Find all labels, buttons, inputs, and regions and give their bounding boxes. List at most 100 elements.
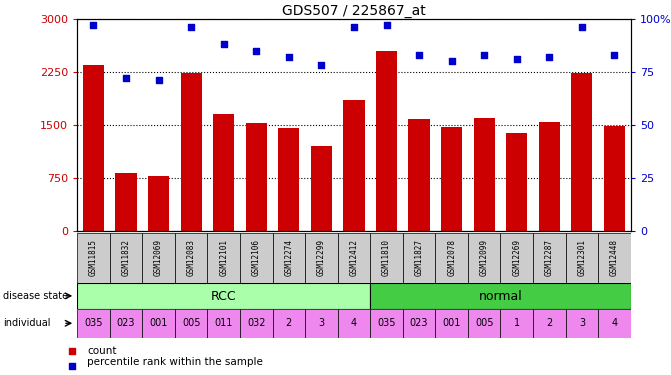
Bar xyxy=(598,232,631,283)
Bar xyxy=(207,309,240,338)
Point xyxy=(609,52,620,58)
Bar xyxy=(213,114,234,231)
Text: 1: 1 xyxy=(514,318,520,328)
Text: normal: normal xyxy=(478,290,522,303)
Bar xyxy=(533,232,566,283)
Bar xyxy=(506,133,527,231)
Text: GSM12274: GSM12274 xyxy=(285,239,293,276)
Text: individual: individual xyxy=(3,318,51,328)
Bar xyxy=(539,122,560,231)
Bar xyxy=(148,176,169,231)
Bar xyxy=(370,309,403,338)
Bar xyxy=(305,232,338,283)
Point xyxy=(381,22,392,28)
Bar xyxy=(468,309,501,338)
Bar xyxy=(344,100,364,231)
Point xyxy=(153,77,164,83)
Point xyxy=(316,62,327,68)
Text: disease state: disease state xyxy=(3,291,68,301)
Text: GSM11810: GSM11810 xyxy=(382,239,391,276)
Text: GSM12412: GSM12412 xyxy=(350,239,358,276)
Text: 4: 4 xyxy=(611,318,617,328)
Bar xyxy=(175,232,207,283)
Text: 005: 005 xyxy=(182,318,201,328)
Bar xyxy=(338,309,370,338)
Bar xyxy=(370,232,403,283)
Bar xyxy=(311,146,332,231)
Text: 023: 023 xyxy=(117,318,136,328)
Bar xyxy=(435,309,468,338)
Text: 3: 3 xyxy=(579,318,585,328)
Text: GSM12101: GSM12101 xyxy=(219,239,228,276)
Text: GSM11815: GSM11815 xyxy=(89,239,98,276)
Bar xyxy=(370,283,631,309)
Bar xyxy=(403,232,435,283)
Point xyxy=(414,52,425,58)
Text: 001: 001 xyxy=(442,318,461,328)
Point xyxy=(479,52,490,58)
Bar xyxy=(175,309,207,338)
Text: 011: 011 xyxy=(215,318,233,328)
Point xyxy=(186,24,197,30)
Text: RCC: RCC xyxy=(211,290,236,303)
Bar xyxy=(566,232,598,283)
Text: count: count xyxy=(87,346,117,355)
Bar xyxy=(272,232,305,283)
Text: GSM11832: GSM11832 xyxy=(121,239,131,276)
Bar xyxy=(240,232,272,283)
Bar xyxy=(115,173,137,231)
Text: 001: 001 xyxy=(150,318,168,328)
Text: GSM12069: GSM12069 xyxy=(154,239,163,276)
Text: GSM12299: GSM12299 xyxy=(317,239,326,276)
Bar xyxy=(441,127,462,231)
Point xyxy=(349,24,360,30)
Bar xyxy=(142,232,175,283)
Point xyxy=(283,54,294,60)
Bar xyxy=(435,232,468,283)
Bar xyxy=(110,309,142,338)
Bar xyxy=(246,123,267,231)
Text: 032: 032 xyxy=(247,318,266,328)
Text: 4: 4 xyxy=(351,318,357,328)
Bar xyxy=(533,309,566,338)
Text: GSM12448: GSM12448 xyxy=(610,239,619,276)
Text: 2: 2 xyxy=(286,318,292,328)
Bar xyxy=(278,128,299,231)
Point xyxy=(218,41,229,47)
Point xyxy=(67,363,78,369)
Bar xyxy=(77,232,110,283)
Point xyxy=(446,58,457,64)
Text: GSM12301: GSM12301 xyxy=(577,239,586,276)
Point xyxy=(511,56,522,62)
Text: 2: 2 xyxy=(546,318,552,328)
Text: 005: 005 xyxy=(475,318,493,328)
Bar xyxy=(409,119,429,231)
Text: 023: 023 xyxy=(410,318,428,328)
Text: GSM12078: GSM12078 xyxy=(447,239,456,276)
Bar xyxy=(566,309,598,338)
Text: percentile rank within the sample: percentile rank within the sample xyxy=(87,357,263,367)
Bar xyxy=(338,232,370,283)
Text: GSM12083: GSM12083 xyxy=(187,239,196,276)
Bar xyxy=(571,73,592,231)
Bar xyxy=(305,309,338,338)
Text: GSM12287: GSM12287 xyxy=(545,239,554,276)
Bar xyxy=(501,232,533,283)
Bar xyxy=(376,51,397,231)
Text: 3: 3 xyxy=(318,318,325,328)
Point xyxy=(544,54,555,60)
Bar xyxy=(142,309,175,338)
Text: 035: 035 xyxy=(377,318,396,328)
Text: GSM11827: GSM11827 xyxy=(415,239,423,276)
Bar xyxy=(83,64,104,231)
Bar xyxy=(474,118,495,231)
Bar xyxy=(272,309,305,338)
Text: GSM12099: GSM12099 xyxy=(480,239,488,276)
Text: GSM12269: GSM12269 xyxy=(512,239,521,276)
Text: GSM12106: GSM12106 xyxy=(252,239,261,276)
Bar xyxy=(110,232,142,283)
Title: GDS507 / 225867_at: GDS507 / 225867_at xyxy=(282,4,426,18)
Bar xyxy=(240,309,272,338)
Bar xyxy=(598,309,631,338)
Bar xyxy=(180,73,202,231)
